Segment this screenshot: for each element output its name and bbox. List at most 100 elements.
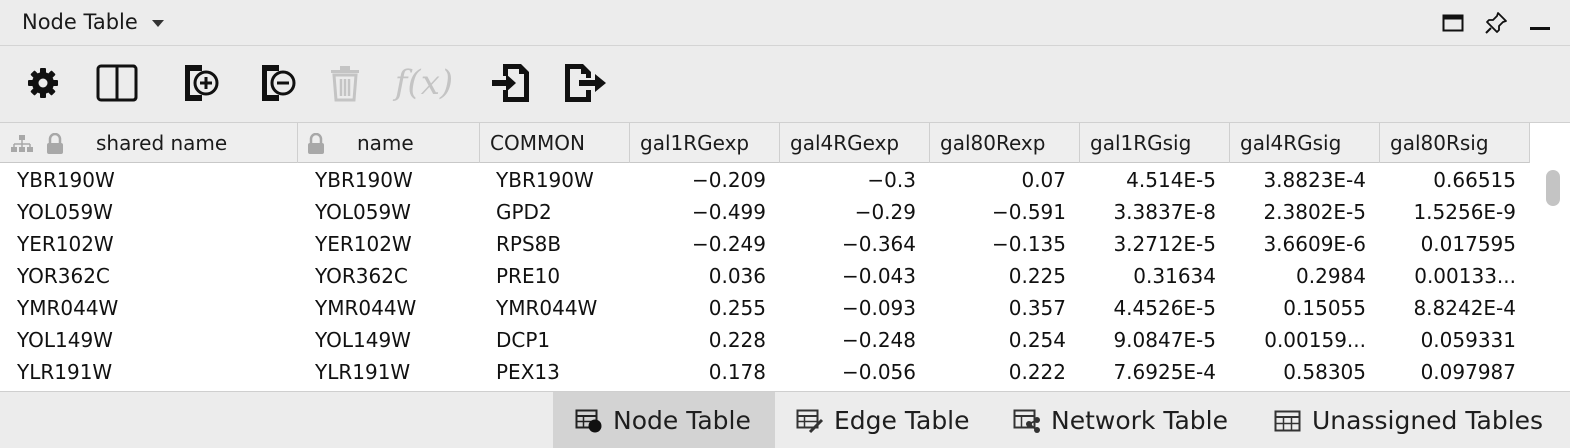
table-cell[interactable]: 0.017595	[1420, 232, 1516, 256]
table-cell[interactable]: −0.043	[841, 264, 916, 288]
column-header-gal1rgsig[interactable]: gal1RGsig	[1080, 123, 1230, 163]
table-cell[interactable]: 4.514E-5	[1126, 168, 1216, 192]
table-cell[interactable]: YOL149W	[17, 328, 113, 352]
table-cell[interactable]: 3.6609E-6	[1263, 232, 1366, 256]
export-button[interactable]	[561, 58, 611, 108]
table-row[interactable]: YBR190W YBR190W YBR190W −0.209 −0.3 0.07 4.514…	[0, 164, 1530, 196]
table-cell[interactable]: 0.58305	[1283, 360, 1366, 384]
table-cell[interactable]: 0.254	[1008, 328, 1066, 352]
table-row[interactable]: YMR044W YMR044W YMR044W 0.255 −0.093 0.357 4.4…	[0, 292, 1530, 324]
maximize-button[interactable]	[1437, 8, 1469, 38]
column-header-gal1rgexp[interactable]: gal1RGexp	[630, 123, 780, 163]
table-cell[interactable]: 2.3802E-5	[1263, 200, 1366, 224]
show-columns-button[interactable]	[92, 58, 142, 108]
table-cell[interactable]: 4.4526E-5	[1113, 296, 1216, 320]
table-cell[interactable]: 0.178	[708, 360, 766, 384]
delete-button[interactable]	[320, 58, 370, 108]
table-cell[interactable]: 0.222	[1008, 360, 1066, 384]
table-cell[interactable]: YOL059W	[315, 200, 411, 224]
table-row[interactable]: YLR191W YLR191W PEX13 0.178 −0.056 0.222 7.692…	[0, 356, 1530, 388]
table-cell[interactable]: YOR362C	[315, 264, 408, 288]
table-cell[interactable]: 0.225	[1008, 264, 1066, 288]
table-cell[interactable]: 0.097987	[1420, 360, 1516, 384]
table-cell[interactable]: −0.29	[854, 200, 916, 224]
table-cell[interactable]: GPD2	[496, 200, 552, 224]
function-button[interactable]: f(x)	[392, 58, 456, 108]
tab-unassigned-tables[interactable]: Unassigned Tables	[1254, 392, 1570, 448]
table-cell[interactable]: 0.357	[1008, 296, 1066, 320]
table-cell[interactable]: −0.056	[841, 360, 916, 384]
column-header-gal4rgsig[interactable]: gal4RGsig	[1230, 123, 1380, 163]
column-header-common[interactable]: COMMON	[480, 123, 630, 163]
table-row[interactable]: YOL149W YOL149W DCP1 0.228 −0.248 0.254 9.0847…	[0, 324, 1530, 356]
table-cell[interactable]: YER102W	[315, 232, 412, 256]
table-cell[interactable]: 3.8823E-4	[1263, 168, 1366, 192]
table-row[interactable]: YOL059W YOL059W GPD2 −0.499 −0.29 −0.591 3.383…	[0, 196, 1530, 228]
table-cell[interactable]: PEX13	[496, 360, 560, 384]
table-cell[interactable]: 0.00133...	[1414, 264, 1516, 288]
settings-button[interactable]	[18, 58, 68, 108]
table-cell[interactable]: YBR190W	[315, 168, 413, 192]
table-cell[interactable]: −0.3	[867, 168, 916, 192]
tab-network-table[interactable]: Network Table	[993, 392, 1253, 448]
column-header-gal80rexp[interactable]: gal80Rexp	[930, 123, 1080, 163]
function-icon: f(x)	[394, 63, 454, 103]
table-cell[interactable]: −0.209	[691, 168, 766, 192]
table-cell[interactable]: −0.499	[691, 200, 766, 224]
table-cell[interactable]: 0.059331	[1420, 328, 1516, 352]
import-button[interactable]	[486, 58, 536, 108]
table-cell[interactable]: YMR044W	[17, 296, 119, 320]
scrollbar-thumb[interactable]	[1546, 170, 1560, 206]
gear-icon	[28, 68, 58, 98]
table-cell[interactable]: YMR044W	[315, 296, 417, 320]
table-cell[interactable]: PRE10	[496, 264, 561, 288]
column-header-gal80rsig[interactable]: gal80Rsig	[1380, 123, 1530, 163]
table-cell[interactable]: 8.8242E-4	[1413, 296, 1516, 320]
table-cell[interactable]: 0.31634	[1133, 264, 1216, 288]
column-header-gal4rgexp[interactable]: gal4RGexp	[780, 123, 930, 163]
table-row[interactable]: YER102W YER102W RPS8B −0.249 −0.364 −0.135 3.2…	[0, 228, 1530, 260]
table-cell[interactable]: −0.364	[841, 232, 916, 256]
table-cell[interactable]: RPS8B	[496, 232, 562, 256]
table-cell[interactable]: 1.5256E-9	[1413, 200, 1516, 224]
table-cell[interactable]: −0.249	[691, 232, 766, 256]
table-cell[interactable]: −0.135	[991, 232, 1066, 256]
table-cell[interactable]: YOR362C	[17, 264, 110, 288]
table-cell[interactable]: 0.07	[1021, 168, 1066, 192]
table-cell[interactable]: 3.3837E-8	[1113, 200, 1216, 224]
column-label: gal1RGexp	[640, 131, 750, 155]
table-cell[interactable]: YOL059W	[17, 200, 113, 224]
table-cell[interactable]: YBR190W	[17, 168, 115, 192]
table-cell[interactable]: 0.2984	[1296, 264, 1366, 288]
table-cell[interactable]: 0.00159...	[1264, 328, 1366, 352]
table-cell[interactable]: 0.66515	[1433, 168, 1516, 192]
remove-column-button[interactable]	[252, 58, 302, 108]
table-cell[interactable]: 9.0847E-5	[1113, 328, 1216, 352]
table-cell[interactable]: 3.2712E-5	[1113, 232, 1216, 256]
table-type-dropdown[interactable]: Node Table	[22, 8, 164, 36]
table-cell[interactable]: 0.228	[708, 328, 766, 352]
table-cell[interactable]: −0.093	[841, 296, 916, 320]
table-cell[interactable]: DCP1	[496, 328, 551, 352]
table-cell[interactable]: −0.248	[841, 328, 916, 352]
table-cell[interactable]: YLR191W	[315, 360, 411, 384]
table-cell[interactable]: 7.6925E-4	[1113, 360, 1216, 384]
table-cell[interactable]: 0.036	[708, 264, 766, 288]
pin-button[interactable]	[1480, 8, 1512, 38]
table-cell[interactable]: YER102W	[17, 232, 114, 256]
minimize-button[interactable]	[1524, 8, 1556, 38]
table-row[interactable]: YOR362C YOR362C PRE10 0.036 −0.043 0.225 0.316…	[0, 260, 1530, 292]
table-cell[interactable]: −0.591	[991, 200, 1066, 224]
add-column-button[interactable]	[175, 58, 225, 108]
column-header-shared-name[interactable]: shared name	[0, 123, 298, 163]
table-cell[interactable]: YBR190W	[496, 168, 594, 192]
vertical-scrollbar[interactable]	[1530, 164, 1570, 391]
table-cell[interactable]: YOL149W	[315, 328, 411, 352]
tab-edge-table[interactable]: Edge Table	[776, 392, 988, 448]
table-cell[interactable]: 0.255	[708, 296, 766, 320]
table-cell[interactable]: 0.15055	[1283, 296, 1366, 320]
tab-node-table[interactable]: Node Table	[553, 392, 775, 448]
column-header-name[interactable]: name	[298, 123, 480, 163]
table-cell[interactable]: YMR044W	[496, 296, 598, 320]
table-cell[interactable]: YLR191W	[17, 360, 113, 384]
